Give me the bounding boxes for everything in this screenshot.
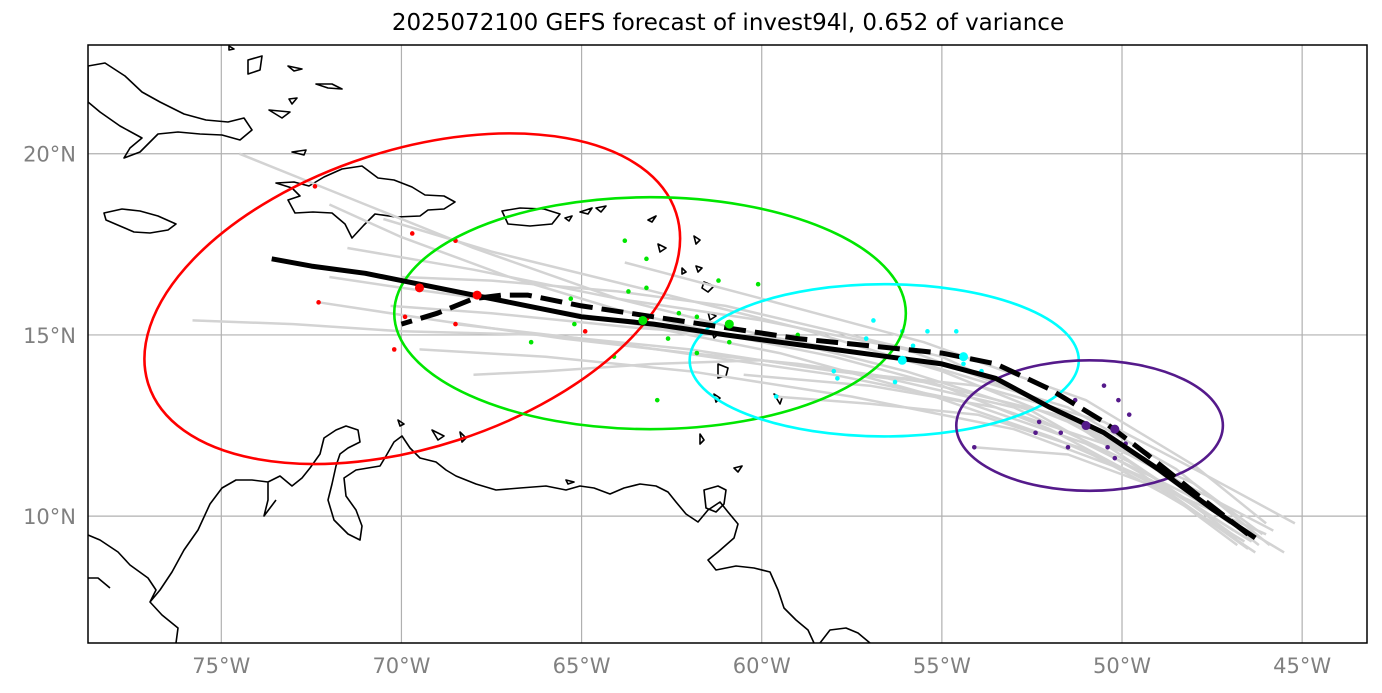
member-position-dot [1112,455,1118,461]
member-position-dot [316,300,321,305]
lon-tick-label: 75°W [192,654,250,678]
member-position-dot [626,289,631,294]
cuba-coast [88,62,253,159]
uncertainty-ellipses [143,132,1225,493]
member-position-dot [644,285,649,291]
member-position-dot [1058,430,1064,436]
member-position-dot [453,321,458,327]
member-position-dot [1116,397,1121,403]
ensemble-member-positions [312,184,1132,461]
member-position-dot [582,329,588,334]
member-position-dot [694,314,700,320]
member-position-dot [727,339,732,345]
uncertainty-ellipse [143,132,682,466]
ensemble-track [776,395,1246,543]
member-position-dot [835,376,840,381]
member-position-dot [528,339,534,345]
lon-tick-label: 60°W [733,654,791,678]
member-position-dot [863,336,869,341]
lon-tick-label: 70°W [372,654,430,678]
puerto-rico-coast [501,207,561,227]
ensemble-track [329,275,1253,543]
member-position-dot [1065,444,1071,450]
member-position-dot [409,231,415,236]
ensemble-track [238,152,1239,547]
member-position-dot [971,444,977,450]
member-position-dot [1036,419,1042,425]
ellipse-center-dot [958,352,968,362]
member-position-dot [773,394,779,399]
member-position-dot [654,397,660,403]
lesser-antilles-islands [397,205,783,485]
jamaica-coast [103,208,177,234]
member-position-dot [1101,383,1107,388]
mean-track-dashed [400,292,1250,537]
member-position-dot [831,368,837,374]
ensemble-track [401,275,1239,539]
member-position-dot [892,379,898,385]
ensemble-tracks [192,152,1296,554]
member-position-dot [961,361,966,367]
ellipse-center-dot [897,355,907,365]
ellipse-center-dot [724,319,734,329]
member-position-dot [665,336,671,341]
member-position-dot [755,281,761,287]
member-position-dot [312,184,318,189]
ellipse-center-dot [472,290,482,300]
lat-lon-grid [88,45,1367,643]
ensemble-track [455,322,1285,554]
ellipse-center-dot [414,283,424,293]
member-position-dot [953,329,959,334]
member-position-dot [716,278,721,283]
ensemble-track [328,203,1256,554]
member-position-dot [1033,430,1038,436]
member-position-dot [572,321,577,327]
ellipse-center-dot [638,315,648,325]
ensemble-track [624,261,1267,525]
ensemble-track [473,359,1235,532]
member-position-dot [676,310,682,316]
uncertainty-ellipse [954,359,1225,493]
member-position-dot [925,329,930,334]
ensemble-track [347,246,1231,525]
lat-tick-label: 20°N [23,143,76,167]
lon-tick-label: 45°W [1273,654,1331,678]
south-america-coast [88,425,871,643]
lon-tick-label: 65°W [553,654,611,678]
member-position-dot [622,238,628,244]
member-position-dot [568,296,574,301]
hispaniola-coast [275,165,456,239]
ellipse-centers [414,283,1120,434]
bahamas-islands [228,45,343,156]
axis-ticks: 75°W 70°W 65°W 60°W 55°W 50°W 45°W 20°N 15°N 10°N [23,143,1331,678]
member-position-dot [694,350,700,356]
member-position-dot [871,318,876,323]
lon-tick-label: 55°W [913,654,971,678]
trinidad-coast [703,485,727,513]
member-position-dot [402,314,408,320]
plot-frame [87,44,1368,644]
lat-tick-label: 15°N [23,324,76,348]
lat-tick-label: 10°N [23,505,76,529]
member-position-dot [391,347,397,352]
plot-title: 2025072100 GEFS forecast of invest94l, 0… [391,10,1065,36]
uncertainty-ellipse [392,195,908,431]
lon-tick-label: 50°W [1093,654,1151,678]
ellipse-center-dot [1081,421,1091,431]
member-position-dot [910,343,916,349]
member-position-dot [1126,412,1132,417]
member-position-dot [1105,444,1110,450]
member-position-dot [644,256,649,262]
coastlines [88,45,871,643]
ellipse-center-dot [1110,424,1120,434]
